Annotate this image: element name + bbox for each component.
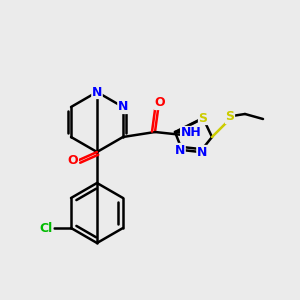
Text: S: S (199, 112, 208, 124)
Text: N: N (175, 143, 185, 157)
Text: O: O (68, 154, 78, 166)
Text: Cl: Cl (39, 221, 52, 235)
Text: S: S (226, 110, 235, 124)
Text: NH: NH (181, 127, 201, 140)
Text: N: N (92, 85, 102, 98)
Text: N: N (197, 146, 207, 158)
Text: N: N (118, 100, 128, 113)
Text: O: O (155, 97, 165, 110)
